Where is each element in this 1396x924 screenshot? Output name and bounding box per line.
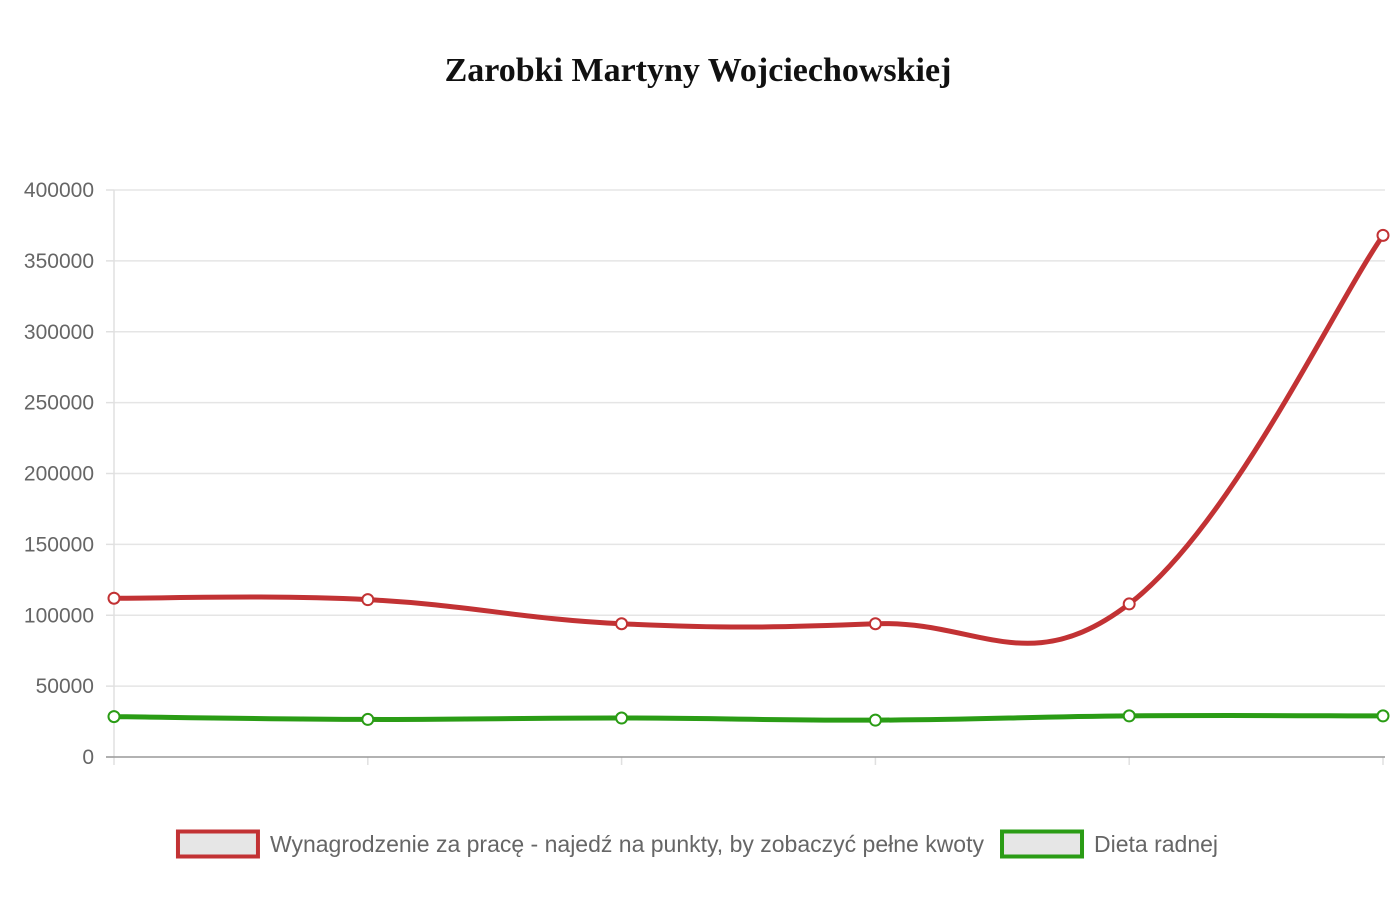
legend: Wynagrodzenie za pracę - najedź na punkt…	[175, 829, 1218, 859]
grid-lines	[114, 189, 1385, 687]
series-line-0	[111, 232, 1386, 646]
y-tick-label: 100000	[24, 604, 94, 627]
chart-title: Zarobki Martyny Wojciechowskiej	[444, 52, 952, 89]
data-point-s1-2[interactable]	[615, 711, 629, 725]
y-tick-label: 150000	[24, 533, 94, 556]
data-point-s1-4[interactable]	[1122, 709, 1136, 723]
data-point-s0-4[interactable]	[1122, 597, 1136, 611]
data-point-s0-1[interactable]	[361, 593, 375, 607]
series-lines	[111, 232, 1386, 723]
legend-swatch-0[interactable]	[175, 829, 260, 859]
series-line-1	[111, 713, 1386, 723]
y-tick-label: 300000	[24, 321, 94, 344]
y-tick-label: 0	[82, 746, 94, 769]
y-tick-label: 50000	[36, 675, 94, 698]
data-point-s0-5[interactable]	[1376, 228, 1390, 242]
data-point-s1-5[interactable]	[1376, 709, 1390, 723]
legend-label-1[interactable]: Dieta radnej	[1094, 831, 1218, 857]
data-point-s1-0[interactable]	[107, 710, 121, 724]
axes	[106, 190, 1385, 765]
legend-swatch-1[interactable]	[1000, 829, 1085, 859]
data-point-s1-1[interactable]	[361, 712, 375, 726]
data-point-s0-3[interactable]	[868, 617, 882, 631]
y-tick-label: 200000	[24, 463, 94, 486]
data-point-s1-3[interactable]	[868, 713, 882, 727]
data-point-s0-2[interactable]	[615, 617, 629, 631]
legend-label-0[interactable]: Wynagrodzenie za pracę - najedź na punkt…	[270, 831, 985, 857]
y-tick-label: 350000	[24, 250, 94, 273]
data-point-s0-0[interactable]	[107, 591, 121, 605]
y-tick-label: 400000	[24, 179, 94, 202]
data-points[interactable]	[107, 228, 1390, 727]
y-tick-label: 250000	[24, 392, 94, 415]
y-axis-ticks: 0 50000 100000 150000 200000 250000 300000 3500…	[24, 179, 114, 769]
